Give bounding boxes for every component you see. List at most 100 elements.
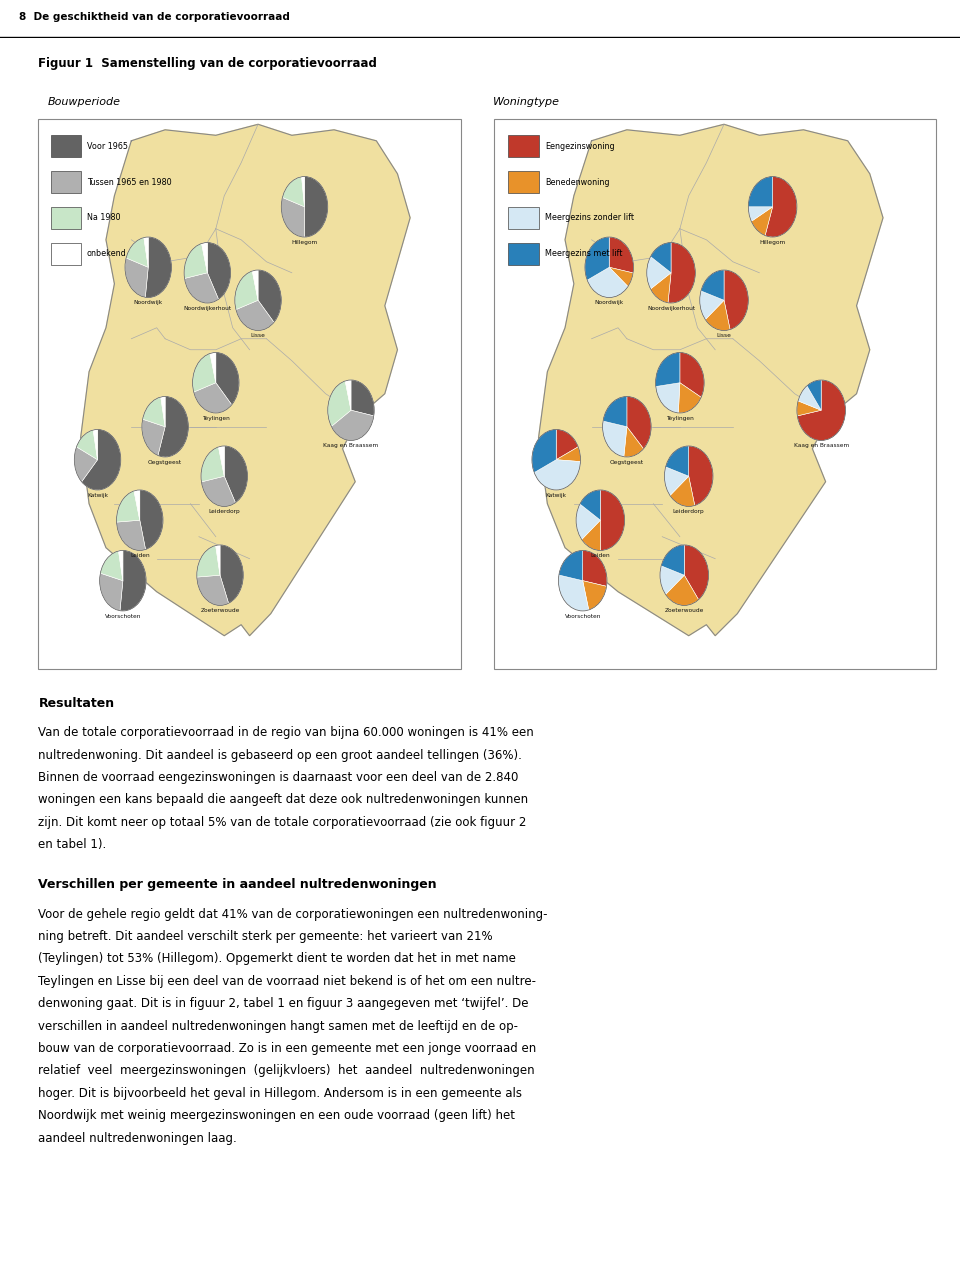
Text: Noordwijkerhout: Noordwijkerhout [183, 306, 231, 311]
Polygon shape [539, 124, 883, 636]
Text: Bouwperiode: Bouwperiode [47, 97, 120, 107]
Text: Benedenwoning: Benedenwoning [545, 177, 610, 187]
Wedge shape [100, 573, 123, 611]
Text: Noordwijkerhout: Noordwijkerhout [647, 306, 695, 311]
Wedge shape [210, 353, 216, 383]
Wedge shape [583, 550, 607, 586]
Wedge shape [668, 243, 695, 303]
Text: zijn. Dit komt neer op totaal 5% van de totale corporatievoorraad (zie ook figuu: zijn. Dit komt neer op totaal 5% van de … [38, 815, 527, 829]
Text: denwoning gaat. Dit is in figuur 2, tabel 1 en figuur 3 aangegeven met ‘twijfel’: denwoning gaat. Dit is in figuur 2, tabe… [38, 997, 529, 1010]
Wedge shape [327, 380, 351, 426]
Wedge shape [118, 550, 123, 580]
Text: Oegstgeest: Oegstgeest [148, 460, 182, 465]
Text: Noordwijk: Noordwijk [133, 301, 163, 306]
Text: Voorschoten: Voorschoten [105, 614, 141, 618]
Wedge shape [281, 197, 304, 238]
Text: 8  De geschiktheid van de corporatievoorraad: 8 De geschiktheid van de corporatievoorr… [19, 13, 290, 21]
Wedge shape [559, 575, 588, 611]
Wedge shape [216, 353, 239, 404]
Text: Meergezins met lift: Meergezins met lift [545, 249, 622, 258]
Wedge shape [647, 257, 671, 289]
Wedge shape [749, 207, 773, 221]
Wedge shape [701, 270, 724, 301]
Text: woningen een kans bepaald die aangeeft dat deze ook nultredenwoningen kunnen: woningen een kans bepaald die aangeeft d… [38, 794, 529, 806]
Wedge shape [610, 267, 633, 287]
Wedge shape [665, 575, 699, 605]
Wedge shape [143, 397, 165, 427]
Wedge shape [580, 490, 600, 521]
Wedge shape [77, 430, 98, 460]
Text: Katwijk: Katwijk [545, 493, 566, 498]
Polygon shape [81, 124, 410, 636]
Wedge shape [202, 477, 235, 507]
Wedge shape [576, 504, 600, 540]
Wedge shape [304, 177, 327, 238]
Wedge shape [797, 401, 821, 416]
Wedge shape [219, 446, 225, 477]
Wedge shape [582, 521, 600, 550]
Wedge shape [201, 447, 225, 482]
Text: Binnen de voorraad eengezinswoningen is daarnaast voor een deel van de 2.840: Binnen de voorraad eengezinswoningen is … [38, 771, 518, 784]
Wedge shape [202, 243, 207, 273]
Wedge shape [126, 238, 148, 267]
Bar [508, 243, 539, 264]
Wedge shape [660, 566, 684, 594]
Wedge shape [252, 270, 258, 301]
Wedge shape [125, 258, 148, 297]
Wedge shape [807, 380, 821, 411]
Text: Hillegom: Hillegom [759, 240, 785, 245]
Text: Figuur 1  Samenstelling van de corporatievoorraad: Figuur 1 Samenstelling van de corporatie… [38, 57, 377, 70]
Wedge shape [556, 447, 581, 461]
Text: Zoeterwoude: Zoeterwoude [201, 608, 240, 613]
Wedge shape [724, 270, 748, 330]
Wedge shape [798, 386, 821, 411]
Text: onbekend: onbekend [87, 249, 127, 258]
Wedge shape [583, 580, 607, 611]
Wedge shape [134, 490, 140, 521]
Bar [51, 171, 81, 193]
Wedge shape [656, 353, 680, 387]
Wedge shape [532, 430, 556, 473]
Text: Voor de gehele regio geldt dat 41% van de corporatiewoningen een nultredenwoning: Voor de gehele regio geldt dat 41% van d… [38, 908, 548, 920]
Text: Zoeterwoude: Zoeterwoude [664, 608, 704, 613]
Text: en tabel 1).: en tabel 1). [38, 838, 107, 851]
Wedge shape [301, 177, 304, 207]
Text: Tussen 1965 en 1980: Tussen 1965 en 1980 [87, 177, 172, 187]
Text: verschillen in aandeel nultredenwoningen hangt samen met de leeftijd en de op-: verschillen in aandeel nultredenwoningen… [38, 1020, 518, 1033]
Wedge shape [145, 238, 172, 297]
Text: Leiden: Leiden [590, 554, 611, 559]
Text: Leiderdorp: Leiderdorp [673, 509, 705, 514]
Text: Oegstgeest: Oegstgeest [610, 460, 644, 465]
Wedge shape [603, 397, 627, 427]
Text: Noordwijk: Noordwijk [594, 301, 624, 306]
Wedge shape [93, 430, 98, 460]
Text: relatief  veel  meergezinswoningen  (gelijkvloers)  het  aandeel  nultredenwonin: relatief veel meergezinswoningen (gelijk… [38, 1064, 535, 1077]
Wedge shape [670, 477, 695, 507]
Wedge shape [197, 575, 228, 605]
Wedge shape [282, 177, 304, 207]
Wedge shape [160, 397, 165, 427]
Wedge shape [559, 550, 583, 580]
Wedge shape [193, 354, 216, 392]
Text: Eengezinswoning: Eengezinswoning [545, 142, 614, 150]
Wedge shape [656, 383, 680, 413]
Wedge shape [184, 244, 207, 278]
Bar [51, 207, 81, 229]
Wedge shape [752, 207, 773, 235]
Wedge shape [556, 430, 578, 460]
Wedge shape [700, 291, 724, 320]
Wedge shape [225, 446, 248, 503]
Text: Hillegom: Hillegom [292, 240, 318, 245]
Text: Lisse: Lisse [716, 334, 732, 339]
Wedge shape [207, 243, 230, 300]
Text: Katwijk: Katwijk [87, 493, 108, 498]
Wedge shape [706, 301, 730, 330]
Wedge shape [144, 238, 148, 267]
Wedge shape [665, 446, 688, 477]
Wedge shape [220, 545, 243, 603]
Wedge shape [235, 270, 258, 310]
Text: (Teylingen) tot 53% (Hillegom). Opgemerkt dient te worden dat het in met name: (Teylingen) tot 53% (Hillegom). Opgemerk… [38, 952, 516, 966]
Text: Noordwijk met weinig meergezinswoningen en een oude voorraad (geen lift) het: Noordwijk met weinig meergezinswoningen … [38, 1109, 516, 1122]
Wedge shape [684, 545, 708, 599]
Text: hoger. Dit is bijvoorbeeld het geval in Hillegom. Andersom is in een gemeente al: hoger. Dit is bijvoorbeeld het geval in … [38, 1087, 522, 1100]
